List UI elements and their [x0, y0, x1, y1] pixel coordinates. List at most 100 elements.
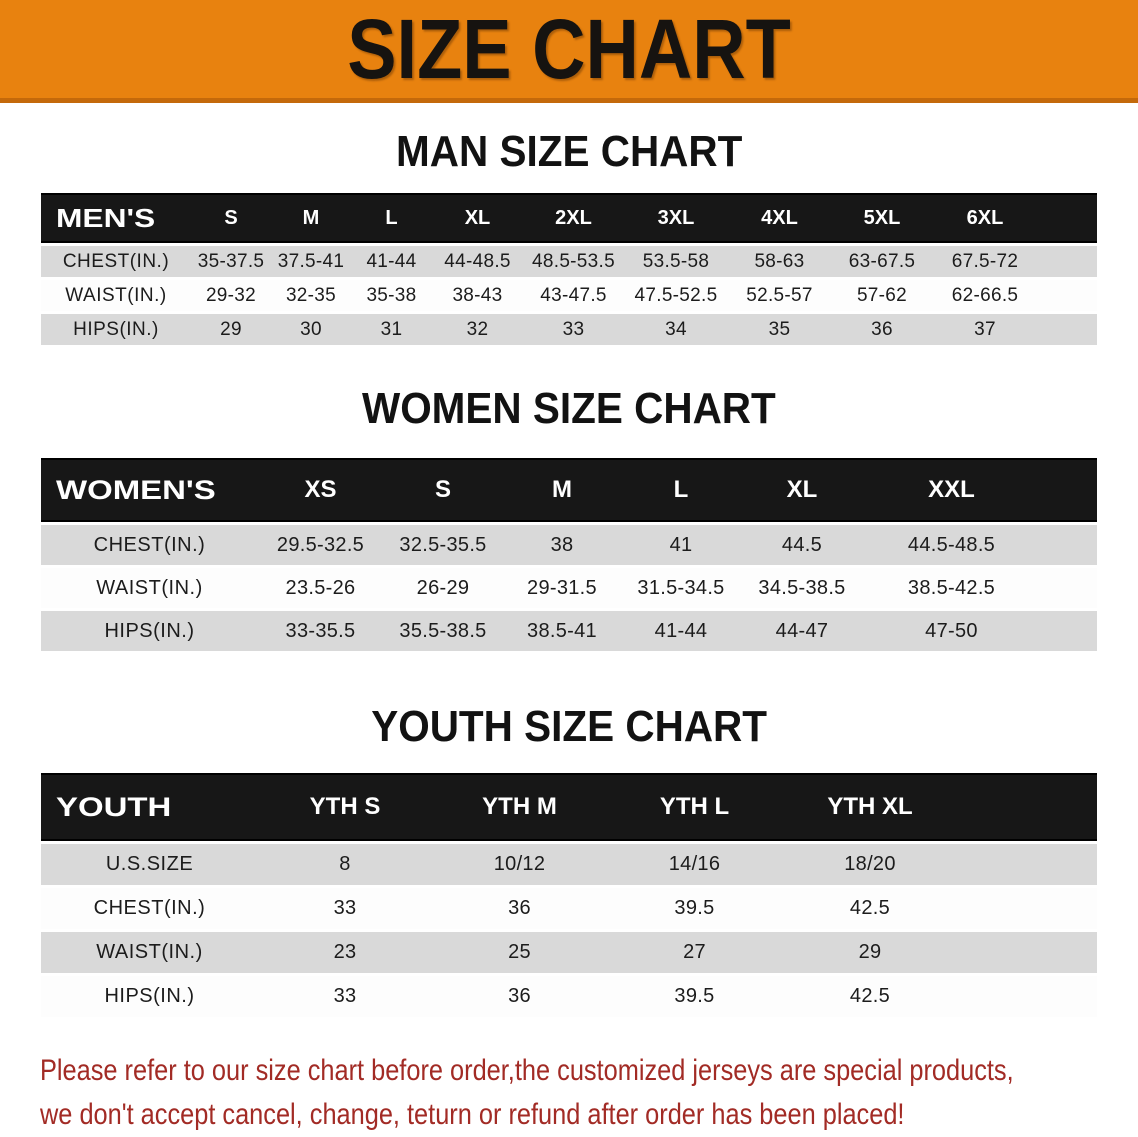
table-row: WAIST(IN.) 23.5-26 26-29 29-31.5 31.5-34.5 34…: [41, 565, 1097, 608]
disclaimer-line-1: Please refer to our size chart before or…: [40, 1054, 1014, 1087]
size-cell: 44.5: [741, 522, 863, 565]
size-cell: 34.5-38.5: [741, 565, 863, 608]
size-cell: 44-47: [741, 608, 863, 651]
header-row: YOUTH YTH S YTH M YTH L YTH XL: [41, 773, 1097, 841]
size-cell: 29.5-32.5: [258, 522, 383, 565]
size-cell: 30: [271, 311, 351, 345]
spacer-cell: [1037, 277, 1097, 311]
size-cell: 38-43: [432, 277, 523, 311]
column-header: YTH S: [258, 773, 432, 841]
size-cell: 42.5: [782, 973, 958, 1017]
youth-section-heading: YOUTH SIZE CHART: [371, 702, 767, 751]
column-header: YTH M: [432, 773, 607, 841]
size-cell: 10/12: [432, 841, 607, 885]
corner-label-text: WOMEN'S: [56, 474, 216, 505]
table-row: CHEST(IN.) 33 36 39.5 42.5: [41, 885, 1097, 929]
row-label: CHEST(IN.): [41, 885, 258, 929]
size-cell: 35-38: [351, 277, 432, 311]
row-label: WAIST(IN.): [41, 565, 258, 608]
size-cell: 26-29: [383, 565, 503, 608]
spacer-cell: [958, 929, 1097, 973]
size-cell: 39.5: [607, 885, 782, 929]
spacer-cell: [958, 773, 1097, 841]
size-cell: 32: [432, 311, 523, 345]
size-cell: 41-44: [351, 243, 432, 277]
men-size-table: MEN'S S M L XL 2XL 3XL 4XL 5XL 6XL CHEST(IN.) 35-37…: [41, 193, 1097, 345]
table-row: U.S.SIZE 8 10/12 14/16 18/20: [41, 841, 1097, 885]
size-cell: 37: [933, 311, 1037, 345]
size-cell: 29: [782, 929, 958, 973]
size-cell: 47-50: [863, 608, 1040, 651]
size-cell: 38: [503, 522, 621, 565]
size-cell: 31: [351, 311, 432, 345]
size-cell: 35: [728, 311, 831, 345]
spacer-cell: [1037, 311, 1097, 345]
spacer-cell: [958, 885, 1097, 929]
size-cell: 18/20: [782, 841, 958, 885]
size-cell: 34: [624, 311, 728, 345]
size-cell: 48.5-53.5: [523, 243, 624, 277]
column-header: 2XL: [523, 193, 624, 243]
column-header: 3XL: [624, 193, 728, 243]
column-header: XS: [258, 458, 383, 522]
header-row: MEN'S S M L XL 2XL 3XL 4XL 5XL 6XL: [41, 193, 1097, 243]
size-cell: 57-62: [831, 277, 933, 311]
column-header: L: [351, 193, 432, 243]
spacer-cell: [1040, 565, 1097, 608]
size-cell: 33: [258, 885, 432, 929]
size-cell: 44-48.5: [432, 243, 523, 277]
size-cell: 29: [191, 311, 271, 345]
size-cell: 33: [258, 973, 432, 1017]
row-label: WAIST(IN.): [41, 277, 191, 311]
row-label: CHEST(IN.): [41, 522, 258, 565]
size-cell: 37.5-41: [271, 243, 351, 277]
size-cell: 35-37.5: [191, 243, 271, 277]
size-chart-banner: SIZE CHART: [0, 0, 1138, 103]
row-label: WAIST(IN.): [41, 929, 258, 973]
column-header: XL: [741, 458, 863, 522]
column-header: YTH XL: [782, 773, 958, 841]
men-section-heading: MAN SIZE CHART: [395, 127, 743, 176]
size-cell: 63-67.5: [831, 243, 933, 277]
size-cell: 35.5-38.5: [383, 608, 503, 651]
size-cell: 62-66.5: [933, 277, 1037, 311]
men-section: MAN SIZE CHART MEN'S S M L XL 2XL 3XL 4XL 5XL 6XL…: [0, 103, 1138, 345]
size-cell: 39.5: [607, 973, 782, 1017]
column-header: M: [271, 193, 351, 243]
column-header: S: [191, 193, 271, 243]
size-cell: 43-47.5: [523, 277, 624, 311]
size-cell: 47.5-52.5: [624, 277, 728, 311]
corner-label-text: MEN'S: [56, 202, 156, 233]
size-cell: 32.5-35.5: [383, 522, 503, 565]
size-cell: 31.5-34.5: [621, 565, 741, 608]
size-cell: 8: [258, 841, 432, 885]
column-header: YTH L: [607, 773, 782, 841]
banner-title: SIZE CHART: [347, 1, 791, 96]
size-cell: 41-44: [621, 608, 741, 651]
women-section-heading: WOMEN SIZE CHART: [362, 384, 776, 433]
spacer-cell: [1037, 193, 1097, 243]
column-header: M: [503, 458, 621, 522]
size-cell: 67.5-72: [933, 243, 1037, 277]
size-cell: 44.5-48.5: [863, 522, 1040, 565]
row-label: HIPS(IN.): [41, 608, 258, 651]
size-cell: 53.5-58: [624, 243, 728, 277]
size-cell: 33-35.5: [258, 608, 383, 651]
row-label: CHEST(IN.): [41, 243, 191, 277]
row-label: HIPS(IN.): [41, 973, 258, 1017]
row-label: U.S.SIZE: [41, 841, 258, 885]
spacer-cell: [1040, 608, 1097, 651]
size-cell: 36: [831, 311, 933, 345]
table-row: HIPS(IN.) 33-35.5 35.5-38.5 38.5-41 41-44 44-…: [41, 608, 1097, 651]
size-cell: 27: [607, 929, 782, 973]
table-corner-label: WOMEN'S: [41, 458, 258, 522]
spacer-cell: [1037, 243, 1097, 277]
size-cell: 23: [258, 929, 432, 973]
size-cell: 38.5-41: [503, 608, 621, 651]
size-cell: 58-63: [728, 243, 831, 277]
spacer-cell: [1040, 458, 1097, 522]
table-corner-label: YOUTH: [41, 773, 258, 841]
size-cell: 33: [523, 311, 624, 345]
disclaimer-line-2: we don't accept cancel, change, teturn o…: [40, 1098, 905, 1131]
row-label: HIPS(IN.): [41, 311, 191, 345]
